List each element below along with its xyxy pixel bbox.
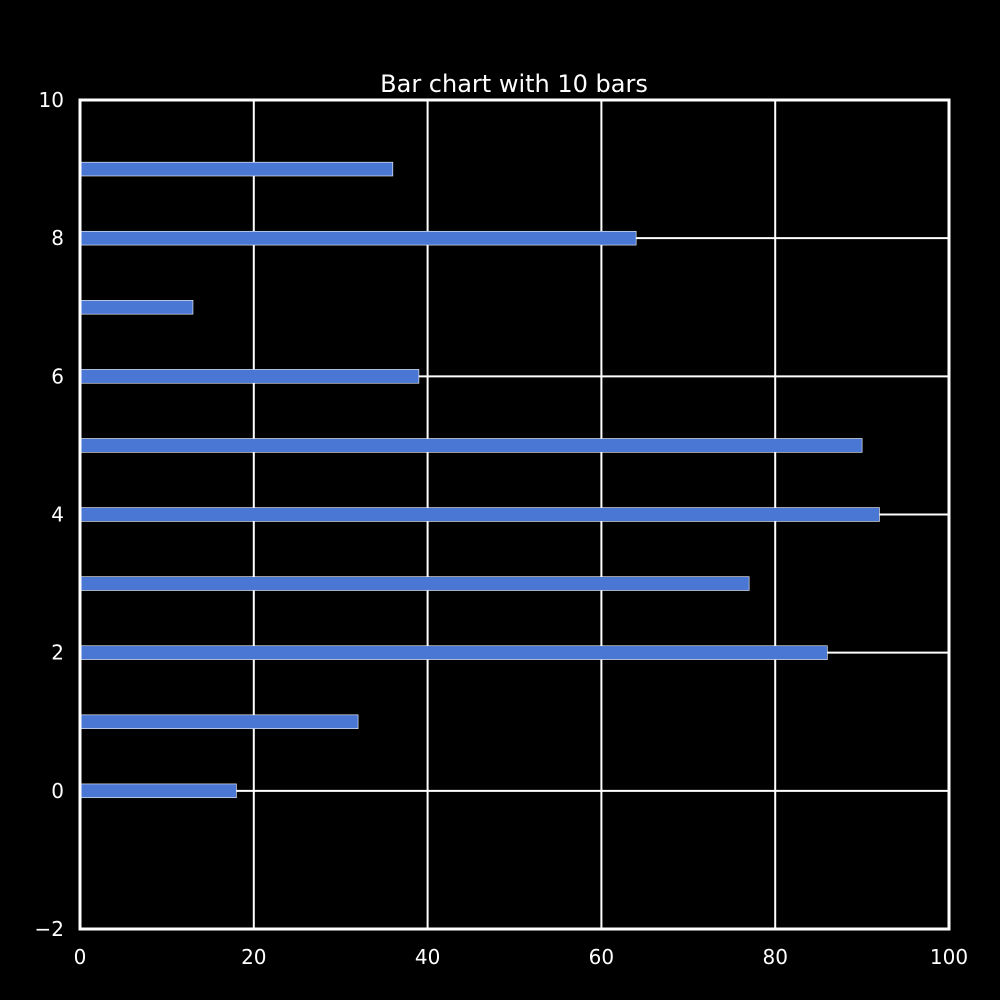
bar-3 (79, 576, 750, 591)
bar-6 (79, 369, 420, 384)
bar-5 (79, 438, 863, 453)
x-tick-label-100: 100 (930, 945, 968, 969)
x-tick-label-60: 60 (589, 945, 614, 969)
chart-title: Bar chart with 10 bars (380, 70, 648, 98)
bar-0 (79, 783, 237, 799)
y-tick-label-4: 4 (51, 503, 64, 527)
bar-8 (79, 230, 637, 246)
bar-9 (79, 161, 394, 177)
bar-1 (79, 714, 359, 729)
y-tick-label-0: 0 (51, 779, 64, 803)
bar-2 (79, 645, 828, 660)
y-tick-label-8: 8 (51, 226, 64, 250)
x-tick-label-40: 40 (415, 945, 440, 969)
axes-frame (78, 98, 951, 931)
y-tick-label-2: 2 (51, 641, 64, 665)
x-tick-label-80: 80 (762, 945, 787, 969)
y-tick-label--2: −2 (35, 917, 64, 941)
x-tick-label-20: 20 (241, 945, 266, 969)
bar-4 (79, 507, 880, 522)
y-tick-label-6: 6 (51, 364, 64, 388)
bar-7 (79, 300, 194, 315)
x-tick-label-0: 0 (74, 945, 87, 969)
tick-labels: 0 20 40 60 80 100 −2 0 2 4 6 8 10 (35, 88, 969, 969)
plot-frame (78, 98, 951, 931)
y-tick-label-10: 10 (39, 88, 64, 112)
